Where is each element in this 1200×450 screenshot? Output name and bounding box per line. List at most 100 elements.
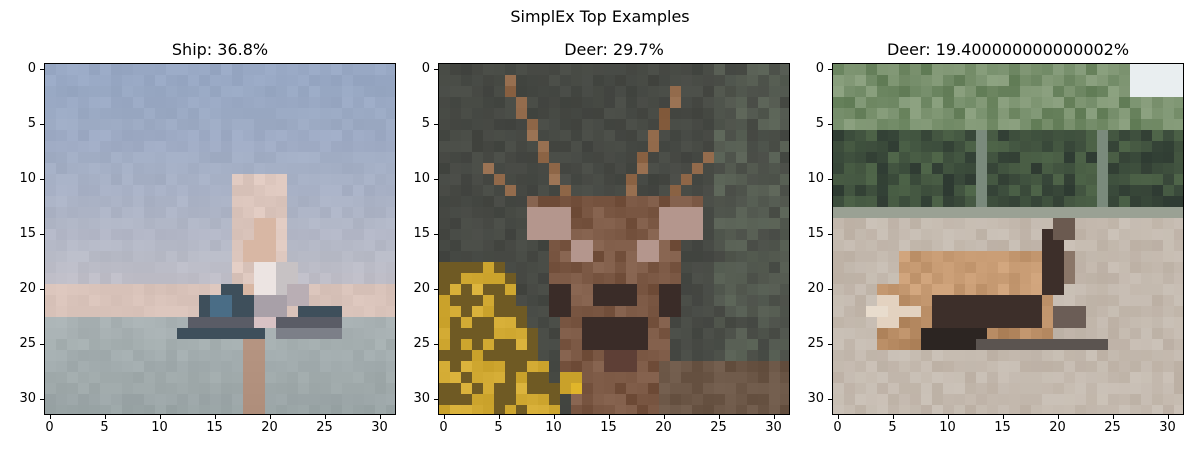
face-pixel — [571, 328, 582, 339]
background-pixel — [714, 350, 725, 361]
sky-water-pixel — [353, 196, 364, 207]
sky-water-pixel — [89, 372, 100, 383]
body-pixel — [736, 405, 747, 414]
background-pixel — [516, 141, 527, 152]
scene-pixel — [1152, 152, 1163, 163]
scene-pixel — [998, 130, 1009, 141]
background-pixel — [439, 119, 450, 130]
scene-pixel — [1108, 273, 1119, 284]
foliage-pixel — [505, 328, 516, 339]
sky-water-pixel — [177, 119, 188, 130]
scene-pixel — [1086, 130, 1097, 141]
sky-water-pixel — [375, 372, 386, 383]
sky-water-pixel — [254, 119, 265, 130]
face-pixel — [582, 196, 593, 207]
sky-water-pixel — [188, 141, 199, 152]
sky-water-pixel — [210, 361, 221, 372]
scene-pixel — [1075, 284, 1086, 295]
scene-pixel — [855, 317, 866, 328]
sky-water-pixel — [177, 273, 188, 284]
background-pixel — [604, 185, 615, 196]
background-pixel — [758, 130, 769, 141]
sky-water-pixel — [133, 251, 144, 262]
y-tick — [40, 288, 44, 290]
scene-pixel — [943, 163, 954, 174]
background-pixel — [461, 97, 472, 108]
sky-water-pixel — [221, 174, 232, 185]
scene-pixel — [1020, 163, 1031, 174]
background-pixel — [714, 328, 725, 339]
scene-pixel — [965, 218, 976, 229]
scene-pixel — [1174, 196, 1183, 207]
x-tick — [892, 415, 894, 419]
scene-pixel — [998, 207, 1009, 218]
sky-water-pixel — [353, 75, 364, 86]
scene-pixel — [954, 174, 965, 185]
sky-water-pixel — [386, 383, 395, 394]
scene-pixel — [1075, 295, 1086, 306]
background-pixel — [736, 306, 747, 317]
sky-water-pixel — [342, 372, 353, 383]
scene-pixel — [1130, 207, 1141, 218]
scene-pixel — [1064, 130, 1075, 141]
sky-water-pixel — [122, 306, 133, 317]
scene-pixel — [1152, 273, 1163, 284]
scene-pixel — [1163, 218, 1174, 229]
scene-pixel — [987, 383, 998, 394]
scene-pixel — [1163, 372, 1174, 383]
sky-water-pixel — [265, 152, 276, 163]
sky-water-pixel — [155, 361, 166, 372]
background-pixel — [670, 119, 681, 130]
scene-pixel — [1053, 372, 1064, 383]
glow-pixel — [276, 251, 287, 262]
scene-pixel — [943, 394, 954, 405]
sky-water-pixel — [331, 152, 342, 163]
sky-water-pixel — [122, 152, 133, 163]
body-pixel — [769, 405, 780, 414]
face-pixel — [659, 328, 670, 339]
sky-water-pixel — [276, 108, 287, 119]
face-pixel — [560, 229, 571, 240]
deer-body-pixel — [954, 284, 965, 295]
scene-pixel — [1075, 185, 1086, 196]
scene-pixel — [877, 251, 888, 262]
sky-water-pixel — [188, 339, 199, 350]
scene-pixel — [1174, 163, 1183, 174]
sky-water-pixel — [320, 251, 331, 262]
background-pixel — [604, 119, 615, 130]
scene-pixel — [910, 152, 921, 163]
antler-pixel — [549, 163, 560, 174]
sky-water-pixel — [364, 251, 375, 262]
deer-body-pixel — [998, 273, 1009, 284]
foliage-pixel — [439, 284, 450, 295]
foliage-pixel — [549, 383, 560, 394]
scene-pixel — [888, 405, 899, 414]
face-pixel — [626, 306, 637, 317]
scene-pixel — [1097, 251, 1108, 262]
scene-pixel — [910, 361, 921, 372]
scene-pixel — [1108, 130, 1119, 141]
sky-water-pixel — [232, 383, 243, 394]
background-pixel — [714, 240, 725, 251]
sky-water-pixel — [67, 97, 78, 108]
scene-pixel — [1152, 108, 1163, 119]
x-tick-label: 30 — [1159, 420, 1176, 435]
background-pixel — [571, 108, 582, 119]
sky-water-pixel — [221, 119, 232, 130]
sky-water-pixel — [144, 119, 155, 130]
scene-pixel — [844, 251, 855, 262]
scene-pixel — [1031, 108, 1042, 119]
sky-water-pixel — [298, 86, 309, 97]
antler-pixel — [692, 163, 703, 174]
background-pixel — [505, 152, 516, 163]
scene-pixel — [844, 273, 855, 284]
sky-water-pixel — [56, 218, 67, 229]
sky-water-pixel — [111, 152, 122, 163]
sky-water-pixel — [100, 262, 111, 273]
scene-pixel — [844, 339, 855, 350]
face-pixel — [615, 262, 626, 273]
scene-pixel — [866, 130, 877, 141]
scene-pixel — [1152, 207, 1163, 218]
scene-pixel — [888, 273, 899, 284]
background-pixel — [450, 108, 461, 119]
